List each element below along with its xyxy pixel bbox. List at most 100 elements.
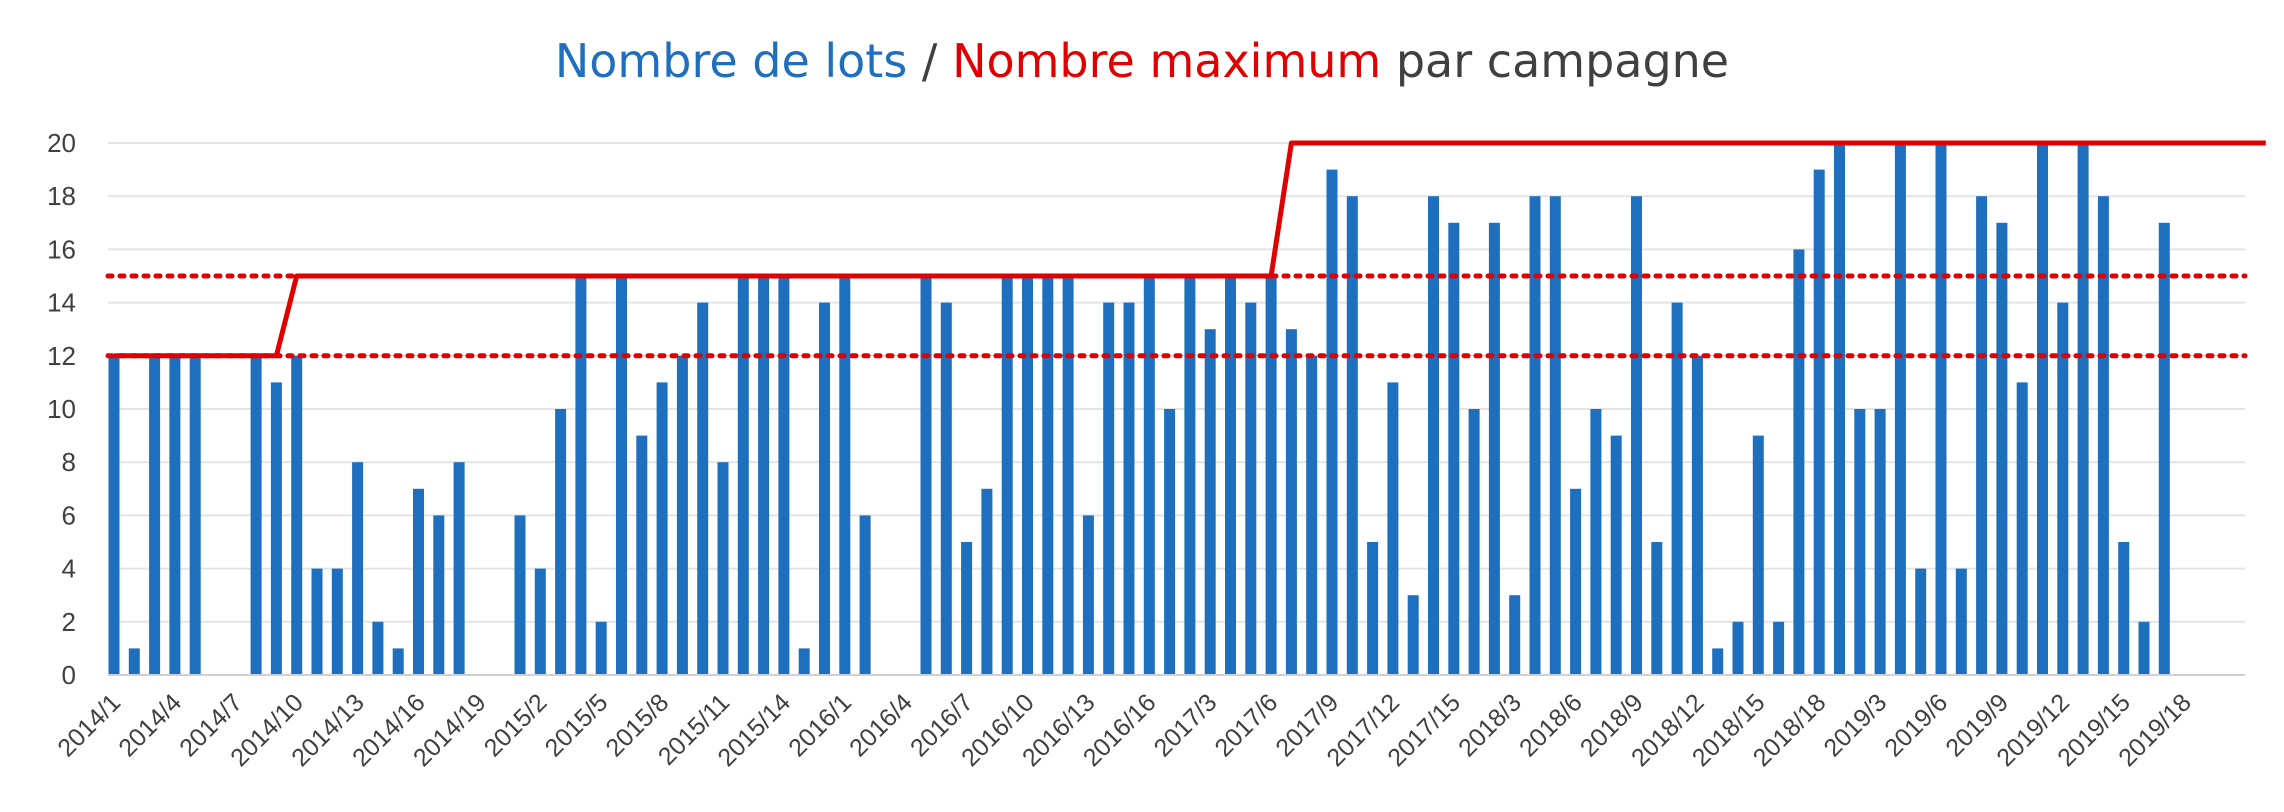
bar [2016, 382, 2028, 675]
bar [778, 276, 790, 675]
max-line-series [114, 140, 2266, 359]
bar [1225, 276, 1236, 675]
bar [2037, 143, 2048, 675]
y-axis-ticks: 0 2 4 6 8 10 12 14 16 18 20 [47, 128, 76, 690]
bar [1042, 276, 1054, 675]
bar [1062, 276, 1074, 675]
max-line [114, 140, 2266, 359]
y-tick-label: 2 [62, 607, 76, 637]
bar [961, 542, 973, 675]
bar [372, 621, 384, 675]
bar [2138, 621, 2150, 675]
bar [1671, 302, 1683, 675]
bar [352, 462, 364, 675]
bar [1793, 249, 1805, 675]
y-tick-label: 14 [47, 288, 76, 318]
bar [758, 276, 770, 675]
bar [981, 488, 993, 675]
title-part-maximum: Nombre maximum [952, 34, 1382, 88]
bar [575, 276, 587, 675]
bar [1570, 488, 1582, 675]
bar [1306, 355, 1318, 675]
bar [798, 648, 810, 675]
bar [1346, 196, 1358, 675]
bar [1204, 329, 1216, 675]
title-part-lots: Nombre de lots [554, 34, 908, 88]
bar [2057, 302, 2069, 675]
bar [616, 276, 627, 675]
bar [1894, 143, 1906, 675]
bar [1976, 196, 1988, 675]
x-tick-label: 2017/6 [1209, 688, 1283, 762]
x-tick-label: 2014/4 [113, 688, 187, 762]
x-tick-label: 2019/3 [1818, 688, 1892, 762]
bar [940, 302, 952, 675]
bar [392, 648, 404, 675]
bar [1022, 276, 1033, 675]
y-tick-label: 4 [62, 554, 76, 584]
bar [1631, 196, 1642, 675]
x-tick-label: 2018/3 [1453, 688, 1527, 762]
bar [676, 355, 688, 675]
bar [1955, 568, 1967, 675]
y-tick-label: 6 [62, 500, 76, 530]
y-tick-label: 8 [62, 447, 76, 477]
bar [1326, 169, 1338, 675]
bar [2097, 196, 2109, 675]
bar [717, 462, 729, 675]
bar [270, 382, 282, 675]
bar [149, 355, 161, 675]
bar [1184, 276, 1196, 675]
y-tick-label: 10 [47, 394, 76, 424]
bar [1610, 435, 1622, 675]
bar [311, 568, 323, 675]
y-tick-label: 0 [62, 660, 76, 690]
bar [1935, 143, 1947, 675]
bar [128, 648, 140, 675]
bar [1691, 355, 1703, 675]
bar [1285, 329, 1297, 675]
bar [1082, 515, 1094, 675]
bar [1915, 568, 1927, 675]
bar [1549, 196, 1561, 675]
chart-title: Nombre de lots / Nombre maximum par camp… [0, 34, 2284, 88]
bar [1712, 648, 1724, 675]
bar [1143, 276, 1155, 675]
bar [1773, 621, 1785, 675]
y-tick-label: 16 [47, 234, 76, 264]
bar [819, 302, 830, 675]
bar [514, 515, 526, 675]
bar [1854, 409, 1866, 675]
x-axis-ticks: 2014/12014/42014/72014/102014/132014/162… [52, 688, 2196, 772]
x-tick-label: 2014/1 [52, 688, 126, 762]
bar [737, 276, 749, 675]
bar [1407, 595, 1419, 675]
bar [1509, 595, 1521, 675]
bar [1834, 143, 1845, 675]
bar [1123, 302, 1135, 675]
bar [656, 382, 668, 675]
x-tick-label: 2019/6 [1879, 688, 1953, 762]
bar [1732, 621, 1744, 675]
x-tick-label: 2015/5 [540, 688, 614, 762]
bar [108, 355, 120, 675]
bar [1164, 409, 1176, 675]
bar [697, 302, 709, 675]
bar [250, 355, 262, 675]
bar [555, 409, 567, 675]
bar [453, 462, 465, 675]
bar [291, 355, 303, 675]
bar [2118, 542, 2130, 675]
x-tick-label: 2015/2 [479, 688, 553, 762]
grid-lines [108, 142, 2245, 623]
x-tick-label: 2016/1 [783, 688, 857, 762]
bar [1752, 435, 1764, 675]
bar [413, 488, 424, 675]
bar [1428, 196, 1439, 675]
bar [1245, 302, 1257, 675]
bar [169, 355, 181, 675]
x-tick-label: 2018/6 [1514, 688, 1588, 762]
bar [1468, 409, 1480, 675]
bar [1996, 222, 2008, 676]
